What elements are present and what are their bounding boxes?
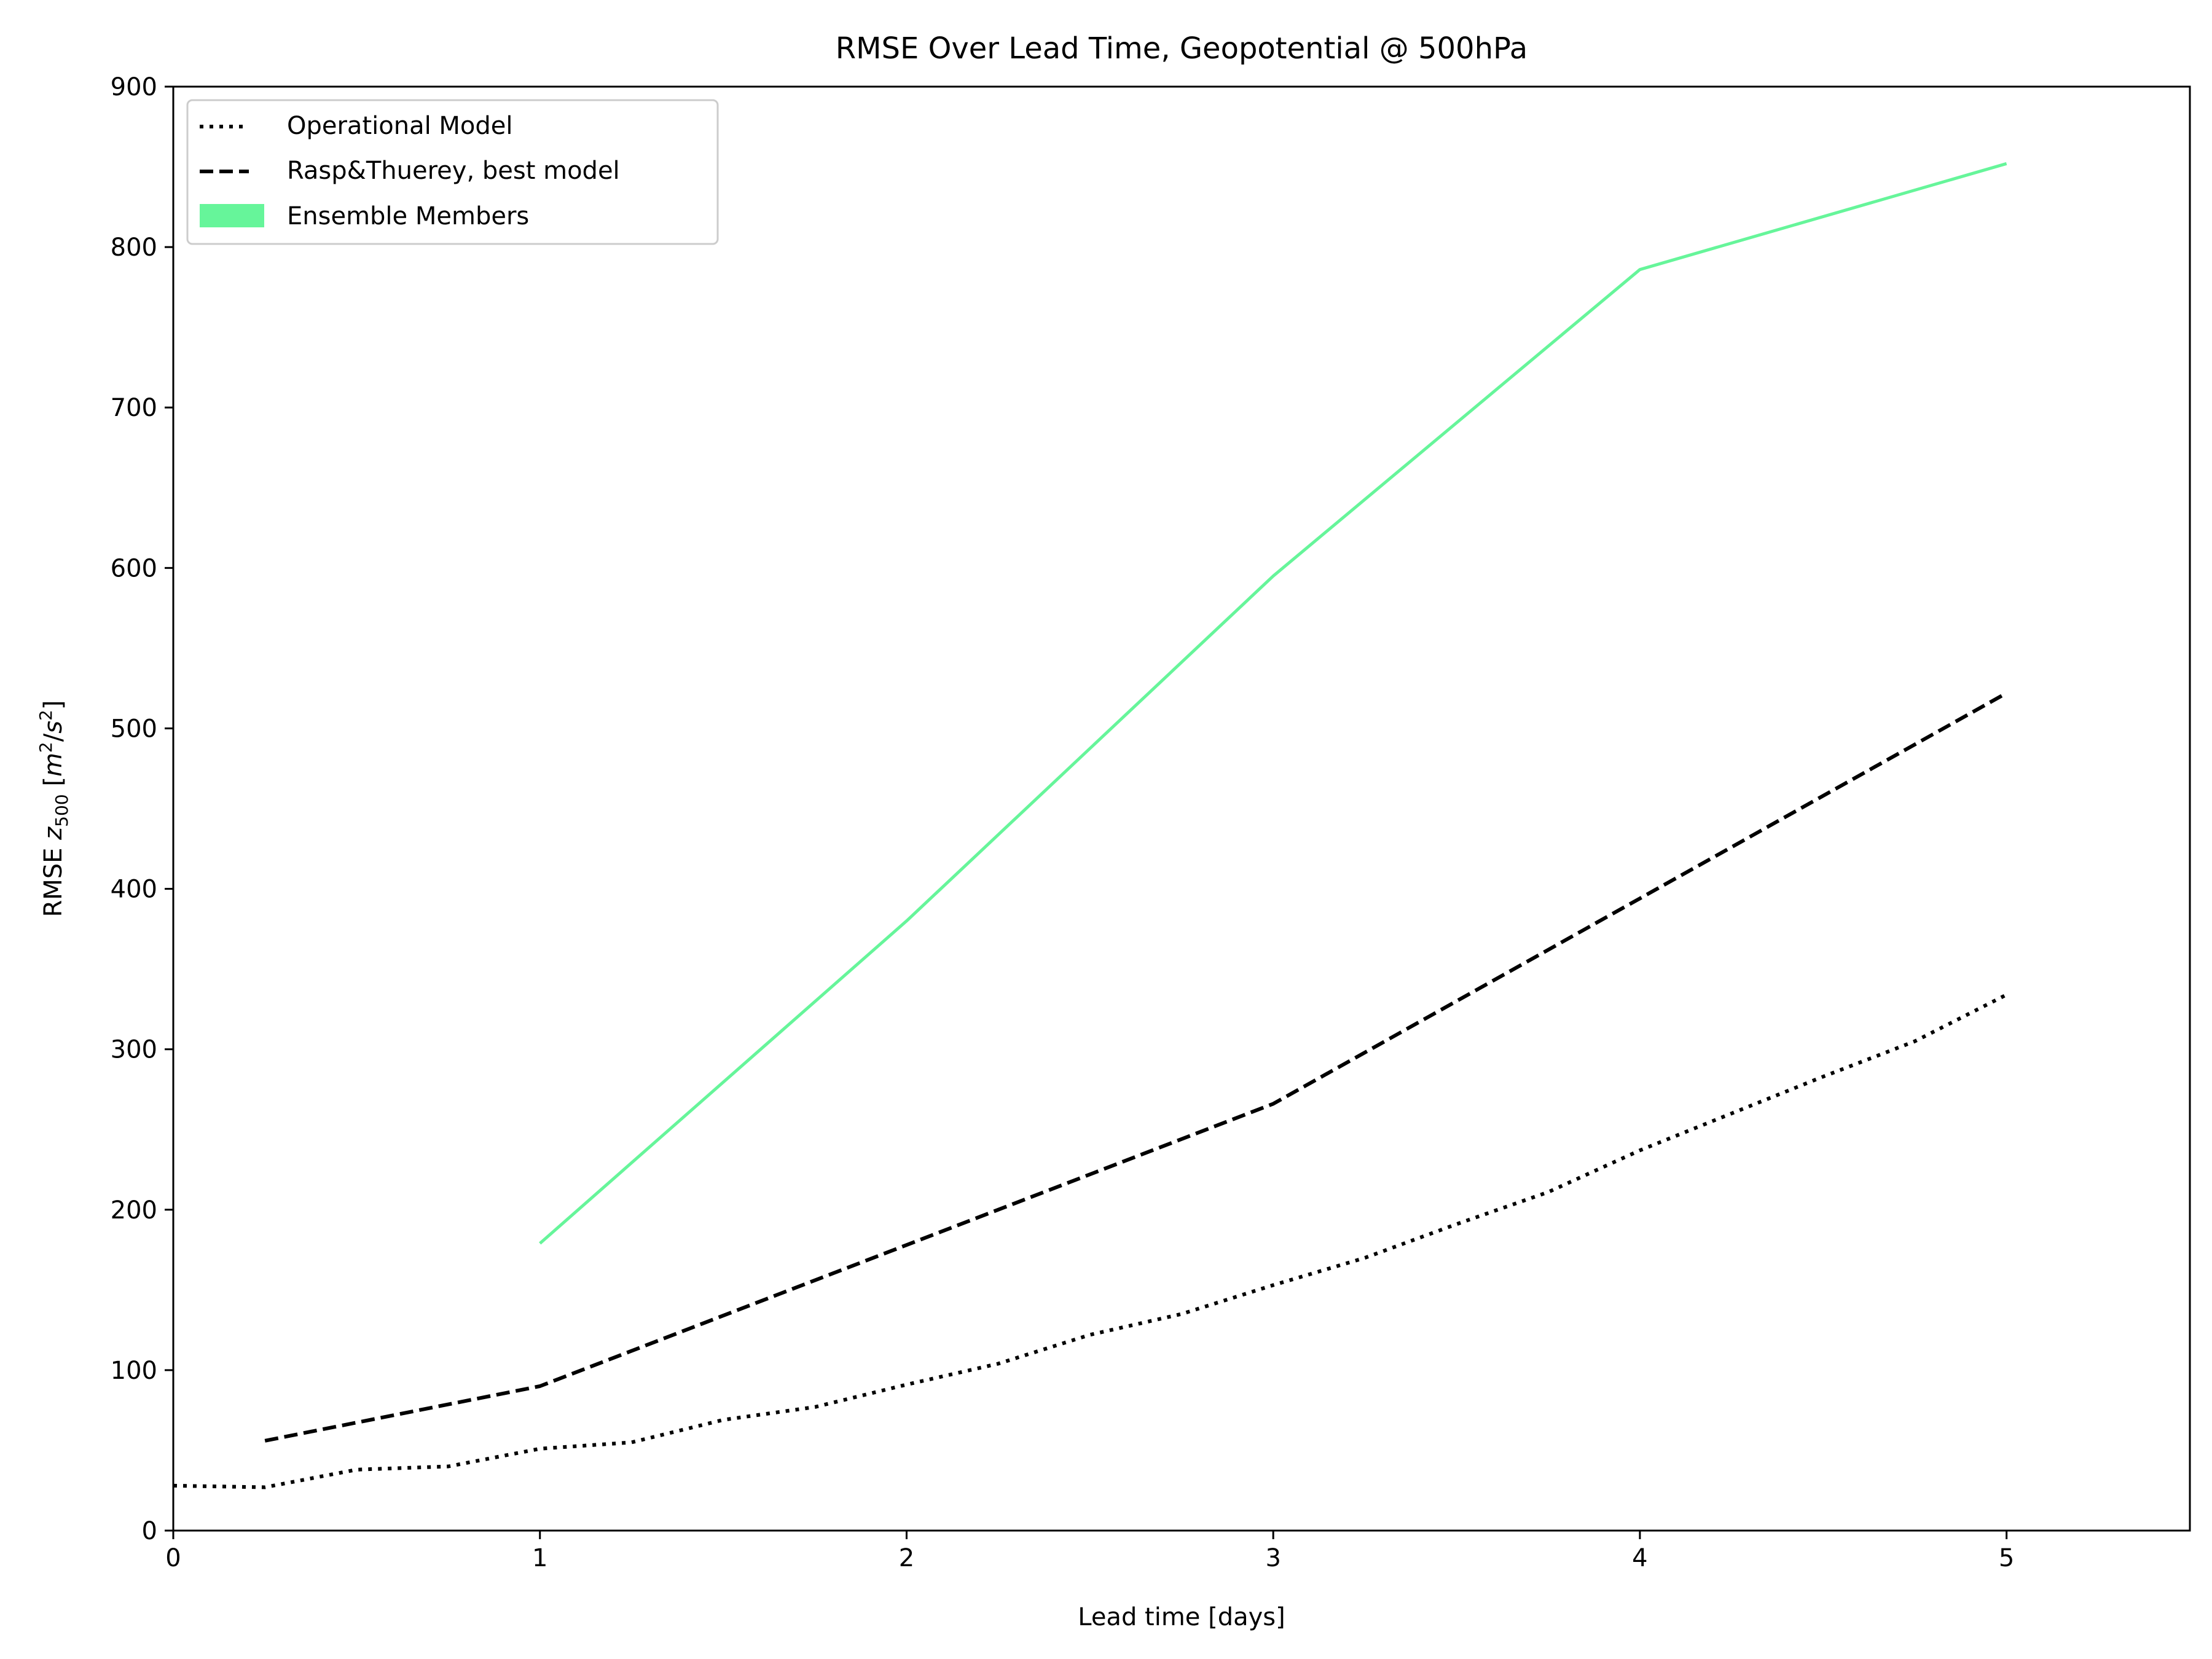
plot-area	[173, 87, 2190, 1531]
y-axis-label-main: RMSE	[39, 840, 68, 917]
y-axis-label-open: [	[39, 777, 68, 794]
x-tick-label: 0	[165, 1544, 181, 1572]
y-tick-label: 600	[111, 554, 157, 582]
x-tick-label: 3	[1265, 1544, 1281, 1572]
y-tick-label: 300	[111, 1036, 157, 1064]
x-tick-label: 2	[899, 1544, 914, 1572]
x-tick-label: 5	[1999, 1544, 2014, 1572]
legend: Operational Model Rasp&Thuerey, best mod…	[186, 99, 719, 245]
series-layer	[173, 162, 2008, 1489]
y-tick-label: 200	[111, 1196, 157, 1225]
x-tick-label: 4	[1632, 1544, 1647, 1572]
y-tick-label: 500	[111, 715, 157, 743]
tick-layer: 0 1 2 3 4 5 0 100 200 300 400 500 600 700 800 900	[111, 73, 2015, 1572]
legend-swatch-ensemble	[200, 204, 264, 227]
y-axis-label-slash: /	[39, 733, 68, 742]
chart-title: RMSE Over Lead Time, Geopotential @ 500h…	[836, 31, 1528, 66]
y-axis-label-close: ]	[39, 700, 68, 710]
y-axis-label-sub: 500	[52, 794, 72, 826]
legend-label-operational: Operational Model	[287, 112, 513, 140]
legend-label-ensemble: Ensemble Members	[287, 202, 529, 230]
legend-box	[186, 99, 719, 245]
y-tick-label: 100	[111, 1357, 157, 1385]
y-axis-label-s-exp: 2	[36, 710, 56, 721]
y-axis-label-m: m	[39, 753, 68, 777]
y-axis-label: RMSE z500 [m2/s2]	[36, 700, 72, 917]
y-tick-label: 400	[111, 876, 157, 904]
y-tick-label: 800	[111, 233, 157, 262]
legend-label-rasp: Rasp&Thuerey, best model	[287, 157, 620, 185]
series-line-rasp-thuerey-best-model	[264, 691, 2008, 1443]
series-line-ensemble-members	[539, 162, 2007, 1245]
y-axis-label-s: s	[39, 721, 68, 734]
y-tick-label: 700	[111, 394, 157, 422]
y-axis-label-m-exp: 2	[36, 742, 56, 753]
y-axis-label-var: z	[39, 826, 68, 841]
y-tick-label: 0	[142, 1517, 157, 1545]
y-tick-label: 900	[111, 73, 157, 101]
plot-frame	[172, 85, 2191, 1532]
series-line-operational-model	[173, 993, 2007, 1489]
x-axis-label: Lead time [days]	[1078, 1603, 1285, 1631]
x-tick-label: 1	[532, 1544, 547, 1572]
